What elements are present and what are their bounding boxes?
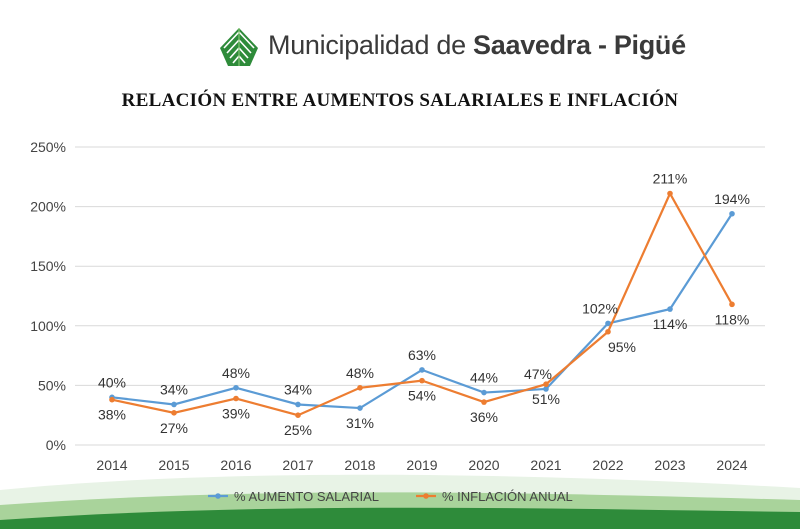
- data-point: [667, 190, 673, 197]
- x-tick-label: 2016: [220, 457, 251, 473]
- x-tick-label: 2014: [96, 457, 127, 473]
- data-label: 118%: [715, 311, 750, 327]
- brand-name-bold: Saavedra - Pigüé: [473, 30, 686, 60]
- header: Municipalidad de Saavedra - Pigüé: [0, 22, 800, 72]
- data-label: 54%: [408, 388, 436, 404]
- data-point: [419, 377, 425, 384]
- data-point: [729, 301, 735, 308]
- legend-label: % INFLACIÓN ANUAL: [442, 489, 573, 504]
- data-point: [419, 367, 425, 373]
- data-point: [357, 405, 363, 411]
- data-point: [295, 401, 301, 408]
- data-label: 48%: [346, 365, 374, 381]
- data-point: [605, 320, 611, 327]
- data-label: 36%: [470, 409, 498, 425]
- wave-dark: [0, 507, 800, 529]
- x-tick-label: 2019: [406, 457, 437, 473]
- x-tick-label: 2022: [592, 457, 623, 473]
- data-label: 40%: [98, 374, 126, 390]
- data-label: 34%: [284, 381, 312, 397]
- legend-marker: [215, 493, 221, 499]
- x-tick-label: 2023: [654, 457, 685, 473]
- data-point: [295, 412, 301, 419]
- data-point: [543, 386, 549, 392]
- data-label: 31%: [346, 415, 374, 431]
- x-tick-label: 2018: [344, 457, 375, 473]
- x-tick-label: 2015: [158, 457, 189, 473]
- data-point: [543, 381, 549, 388]
- y-tick-label: 50%: [38, 377, 66, 393]
- data-point: [109, 396, 115, 403]
- data-point: [357, 384, 363, 391]
- x-tick-label: 2024: [716, 457, 747, 473]
- leaf-logo-icon: [220, 28, 258, 66]
- y-tick-label: 250%: [30, 139, 66, 155]
- x-tick-label: 2021: [530, 457, 561, 473]
- legend-label: % AUMENTO SALARIAL: [234, 489, 379, 504]
- chart-grid: [75, 146, 765, 446]
- data-label: 95%: [608, 339, 636, 355]
- data-point: [171, 401, 177, 408]
- y-tick-label: 0%: [46, 437, 66, 453]
- data-label: 47%: [524, 366, 552, 382]
- y-tick-label: 200%: [30, 199, 66, 215]
- data-label: 63%: [408, 347, 436, 363]
- y-tick-label: 150%: [30, 258, 66, 274]
- data-label: 34%: [160, 381, 188, 397]
- data-label: 39%: [222, 406, 250, 422]
- data-point: [667, 306, 673, 312]
- legend-marker: [423, 493, 429, 499]
- x-axis-ticks: 2014 2015 2016 2017 2018 2019 2020 2021 2022 2023…: [96, 457, 747, 473]
- data-label: 44%: [470, 370, 498, 386]
- data-label: 51%: [532, 391, 560, 407]
- data-point: [729, 210, 735, 217]
- brand-name: Municipalidad de Saavedra - Pigüé: [268, 30, 686, 61]
- data-point: [233, 384, 239, 391]
- data-point: [605, 328, 611, 335]
- y-axis-ticks: 0% 50% 100% 150% 200% 250%: [30, 139, 66, 453]
- data-point: [171, 410, 177, 416]
- x-tick-label: 2020: [468, 457, 499, 473]
- data-label: 102%: [582, 300, 618, 316]
- data-point: [481, 389, 487, 396]
- chart-series: [109, 190, 735, 419]
- chart-title: RELACIÓN ENTRE AUMENTOS SALARIALES E INF…: [121, 90, 679, 111]
- data-label: 194%: [714, 191, 750, 207]
- data-point: [481, 399, 487, 405]
- data-label: 27%: [160, 420, 188, 436]
- brand-name-regular: Municipalidad de: [268, 30, 474, 60]
- data-labels: 40% 34% 48% 34% 31% 63% 44% 47% 102% 114% 194% 38% 2…: [98, 170, 750, 438]
- chart-legend: % AUMENTO SALARIAL % INFLACIÓN ANUAL: [208, 489, 573, 504]
- data-label: 25%: [284, 422, 312, 438]
- data-label: 48%: [222, 365, 250, 381]
- x-tick-label: 2017: [282, 457, 313, 473]
- decorative-waves: [0, 474, 800, 529]
- data-point: [233, 395, 239, 402]
- y-tick-label: 100%: [30, 318, 66, 334]
- data-label: 38%: [98, 407, 126, 423]
- data-label: 114%: [653, 316, 688, 332]
- data-label: 211%: [653, 170, 688, 186]
